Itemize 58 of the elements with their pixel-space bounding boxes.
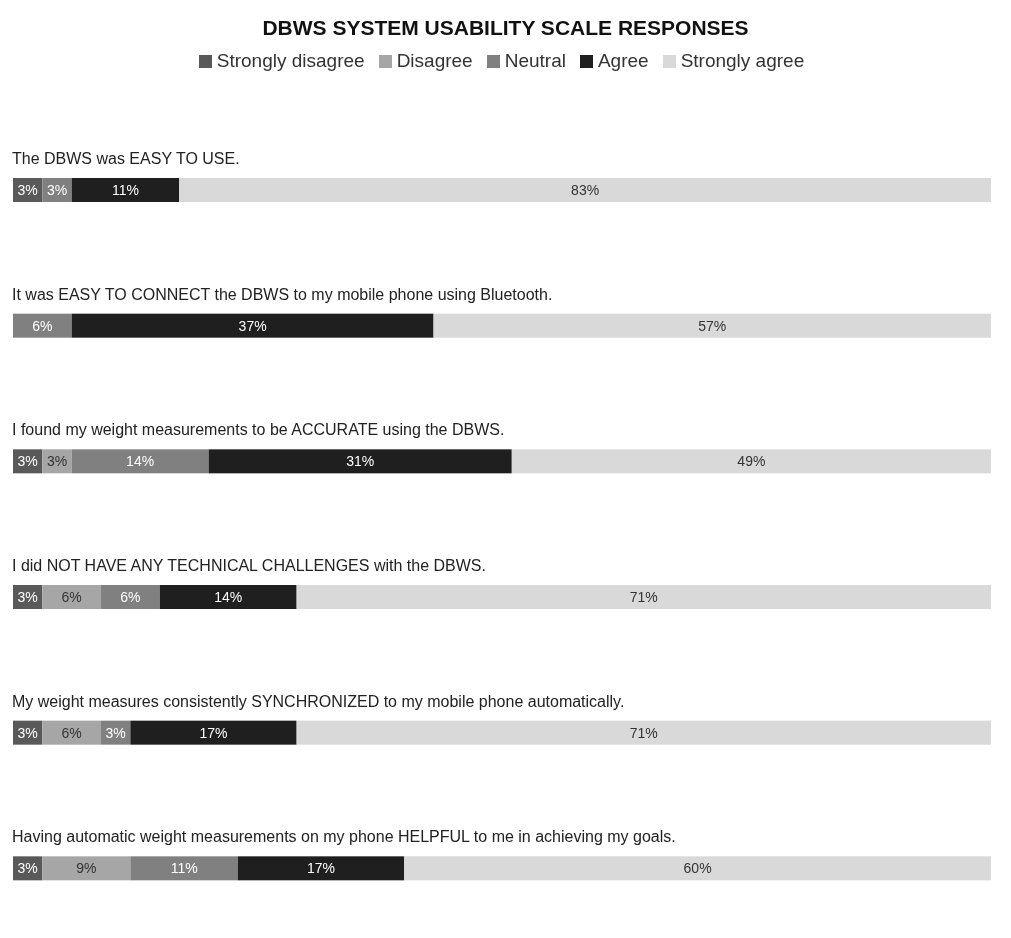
bar bbox=[42, 856, 131, 881]
data-label: 3% bbox=[17, 453, 38, 470]
legend-label: Agree bbox=[596, 50, 649, 72]
bar bbox=[130, 856, 238, 881]
bar bbox=[101, 585, 160, 609]
bar bbox=[71, 178, 180, 202]
bar bbox=[71, 313, 434, 338]
bar bbox=[433, 313, 991, 338]
y-tick-label: My weight measures consistently SYNCHRONIZED to my mobile phone automatically. bbox=[12, 692, 625, 710]
y-tick-label: I found my weight measurements to be ACCURATE using the DBWS. bbox=[12, 421, 505, 439]
data-label: 14% bbox=[214, 589, 243, 605]
bar bbox=[42, 720, 102, 745]
bar bbox=[130, 720, 297, 745]
y-tick-label: The DBWS was EASY TO USE. bbox=[12, 149, 240, 167]
data-label: 3% bbox=[17, 182, 38, 198]
bar bbox=[511, 449, 991, 474]
data-label: 3% bbox=[17, 860, 38, 877]
bar bbox=[208, 449, 512, 474]
data-label: 71% bbox=[629, 589, 658, 605]
data-label: 6% bbox=[120, 589, 141, 605]
bar bbox=[71, 449, 209, 474]
data-label: 31% bbox=[346, 453, 375, 470]
bar bbox=[296, 585, 991, 609]
data-label: 11% bbox=[111, 182, 139, 198]
bar bbox=[13, 313, 72, 338]
data-label: 6% bbox=[32, 317, 53, 334]
data-label: 11% bbox=[170, 860, 198, 877]
y-tick-label: Having automatic weight measurements on my phone HELPFUL to me in achieving my goals. bbox=[12, 828, 676, 846]
data-label: 49% bbox=[737, 453, 766, 470]
legend-label: Neutral bbox=[503, 50, 566, 72]
data-label: 3% bbox=[46, 453, 68, 470]
bar bbox=[404, 856, 991, 881]
legend-label: Strongly disagree bbox=[215, 50, 365, 72]
data-label: 71% bbox=[629, 724, 658, 741]
data-label: 6% bbox=[61, 724, 82, 741]
data-label: 3% bbox=[17, 589, 38, 605]
y-tick-label: I did NOT HAVE ANY TECHNICAL CHALLENGES with the DBWS. bbox=[12, 556, 486, 574]
data-label: 60% bbox=[683, 860, 712, 877]
data-label: 14% bbox=[126, 453, 155, 470]
legend-label: Disagree bbox=[395, 50, 473, 72]
data-label: 57% bbox=[698, 317, 727, 334]
data-label: 3% bbox=[17, 724, 38, 741]
y-tick-label: It was EASY TO CONNECT the DBWS to my mobile phone using Bluetooth. bbox=[12, 285, 553, 303]
data-label: 6% bbox=[61, 589, 82, 605]
bar bbox=[159, 585, 297, 609]
data-label: 3% bbox=[105, 724, 126, 741]
data-label: 83% bbox=[571, 182, 600, 198]
bar bbox=[237, 856, 405, 881]
bar bbox=[296, 720, 991, 745]
data-label: 3% bbox=[46, 182, 68, 198]
bar bbox=[42, 585, 102, 609]
data-label: 9% bbox=[76, 860, 97, 877]
bar bbox=[179, 178, 991, 202]
chart-title: DBWS SYSTEM USABILITY SCALE RESPONSES bbox=[261, 16, 750, 40]
legend-label: Strongly agree bbox=[679, 50, 805, 72]
data-label: 17% bbox=[307, 860, 336, 877]
data-label: 17% bbox=[199, 724, 228, 741]
data-label: 37% bbox=[238, 317, 267, 334]
